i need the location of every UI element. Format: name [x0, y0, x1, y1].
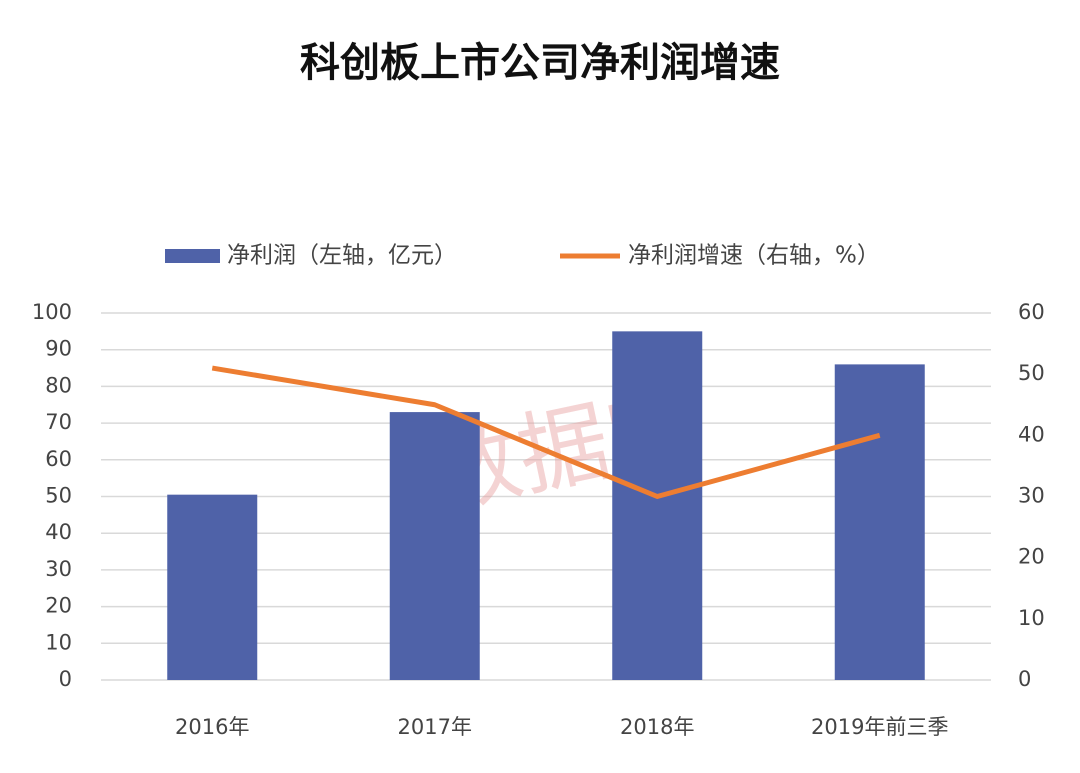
x-tick-label: 2017年 [398, 715, 472, 739]
y-tick-label: 30 [45, 557, 72, 581]
y-tick-label: 40 [45, 520, 72, 544]
bar [612, 331, 703, 680]
y-tick-label: 70 [45, 410, 72, 434]
y2-tick-label: 40 [1018, 422, 1045, 446]
y2-tick-label: 10 [1018, 606, 1045, 630]
y-tick-label: 80 [45, 373, 72, 397]
y-tick-label: 20 [45, 594, 72, 618]
y2-tick-label: 60 [1018, 300, 1045, 324]
x-tick-label: 2016年 [175, 715, 249, 739]
x-tick-label: 2018年 [620, 715, 694, 739]
y2-tick-label: 20 [1018, 545, 1045, 569]
y-tick-label: 100 [32, 300, 72, 324]
legend-swatch [165, 249, 220, 263]
y2-tick-label: 50 [1018, 361, 1045, 385]
y-tick-label: 90 [45, 337, 72, 361]
y-tick-label: 0 [59, 667, 72, 691]
y2-tick-label: 0 [1018, 667, 1031, 691]
y2-tick-label: 30 [1018, 484, 1045, 508]
x-tick-label: 2019年前三季 [811, 715, 948, 739]
legend-label: 净利润增速（右轴，%） [628, 243, 880, 269]
legend-label: 净利润（左轴，亿元） [227, 243, 457, 269]
y-tick-label: 10 [45, 630, 72, 654]
line [211, 365, 881, 499]
chart-title: 科创板上市公司净利润增速 [300, 40, 780, 86]
bar [389, 412, 480, 680]
y-tick-label: 50 [45, 484, 72, 508]
y-tick-label: 60 [45, 447, 72, 471]
bar [167, 494, 258, 680]
bar [834, 364, 925, 680]
